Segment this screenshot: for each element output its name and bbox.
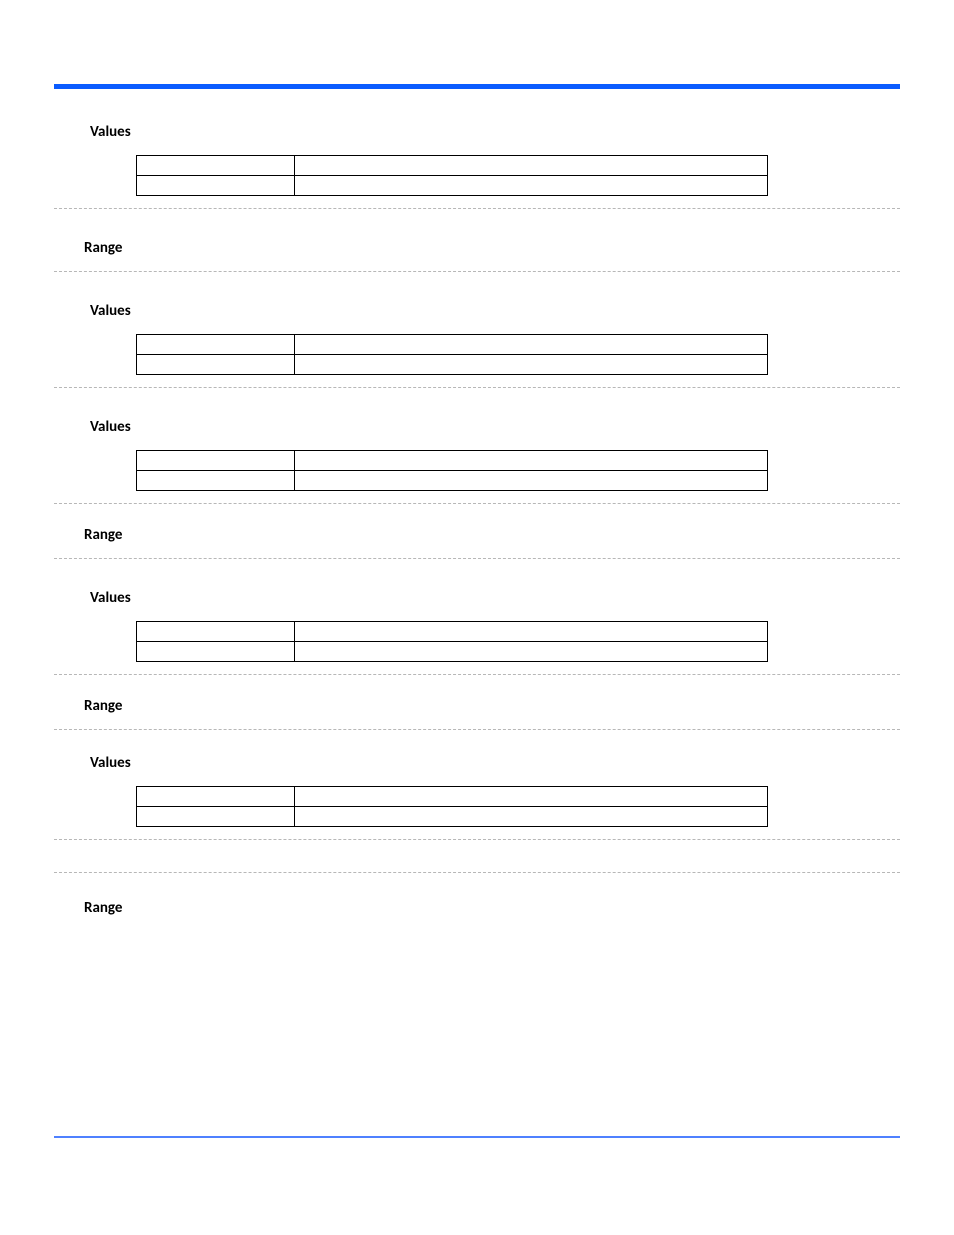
table-cell: [137, 355, 295, 375]
table-cell: [295, 642, 768, 662]
table-row: [137, 451, 768, 471]
table-cell: [137, 451, 295, 471]
section-divider: [54, 208, 900, 209]
section-divider: [54, 271, 900, 272]
values-table: [136, 334, 768, 375]
range-heading: Range: [84, 697, 900, 715]
section-divider: [54, 839, 900, 840]
values-section: Values: [54, 418, 900, 504]
range-heading: Range: [84, 239, 900, 257]
table-cell: [295, 176, 768, 196]
table-cell: [137, 622, 295, 642]
table-row: [137, 807, 768, 827]
table-cell: [295, 156, 768, 176]
values-section: Values: [54, 754, 900, 840]
table-row: [137, 642, 768, 662]
table-row: [137, 471, 768, 491]
table-cell: [295, 471, 768, 491]
table-cell: [137, 642, 295, 662]
range-heading: Range: [84, 526, 900, 544]
values-table: [136, 155, 768, 196]
bottom-rule: [54, 1136, 900, 1138]
range-section: Range: [54, 239, 900, 272]
table-cell: [137, 335, 295, 355]
section-divider: [54, 674, 900, 675]
table-row: [137, 156, 768, 176]
values-heading: Values: [90, 302, 900, 320]
table-row: [137, 176, 768, 196]
table-cell: [295, 335, 768, 355]
section-divider: [54, 558, 900, 559]
range-section: Range: [54, 899, 900, 917]
table-cell: [137, 176, 295, 196]
range-heading: Range: [84, 899, 900, 917]
section-divider: [54, 729, 900, 730]
values-table: [136, 786, 768, 827]
section-divider: [54, 503, 900, 504]
table-cell: [295, 355, 768, 375]
table-cell: [137, 807, 295, 827]
values-heading: Values: [90, 754, 900, 772]
table-cell: [295, 807, 768, 827]
section-divider: [54, 387, 900, 388]
values-section: Values: [54, 302, 900, 388]
range-section: Range: [54, 526, 900, 559]
range-section: Range: [54, 697, 900, 730]
table-row: [137, 355, 768, 375]
values-table: [136, 450, 768, 491]
values-heading: Values: [90, 418, 900, 436]
table-cell: [295, 787, 768, 807]
table-cell: [295, 622, 768, 642]
table-cell: [295, 451, 768, 471]
values-section: Values: [54, 123, 900, 209]
table-row: [137, 335, 768, 355]
table-row: [137, 622, 768, 642]
values-heading: Values: [90, 123, 900, 141]
table-cell: [137, 787, 295, 807]
table-cell: [137, 471, 295, 491]
table-cell: [137, 156, 295, 176]
page: Values Range Values Values Rang: [0, 0, 954, 1235]
values-section: Values: [54, 589, 900, 675]
section-divider: [54, 872, 900, 873]
values-table: [136, 621, 768, 662]
top-rule: [54, 84, 900, 89]
table-row: [137, 787, 768, 807]
values-heading: Values: [90, 589, 900, 607]
